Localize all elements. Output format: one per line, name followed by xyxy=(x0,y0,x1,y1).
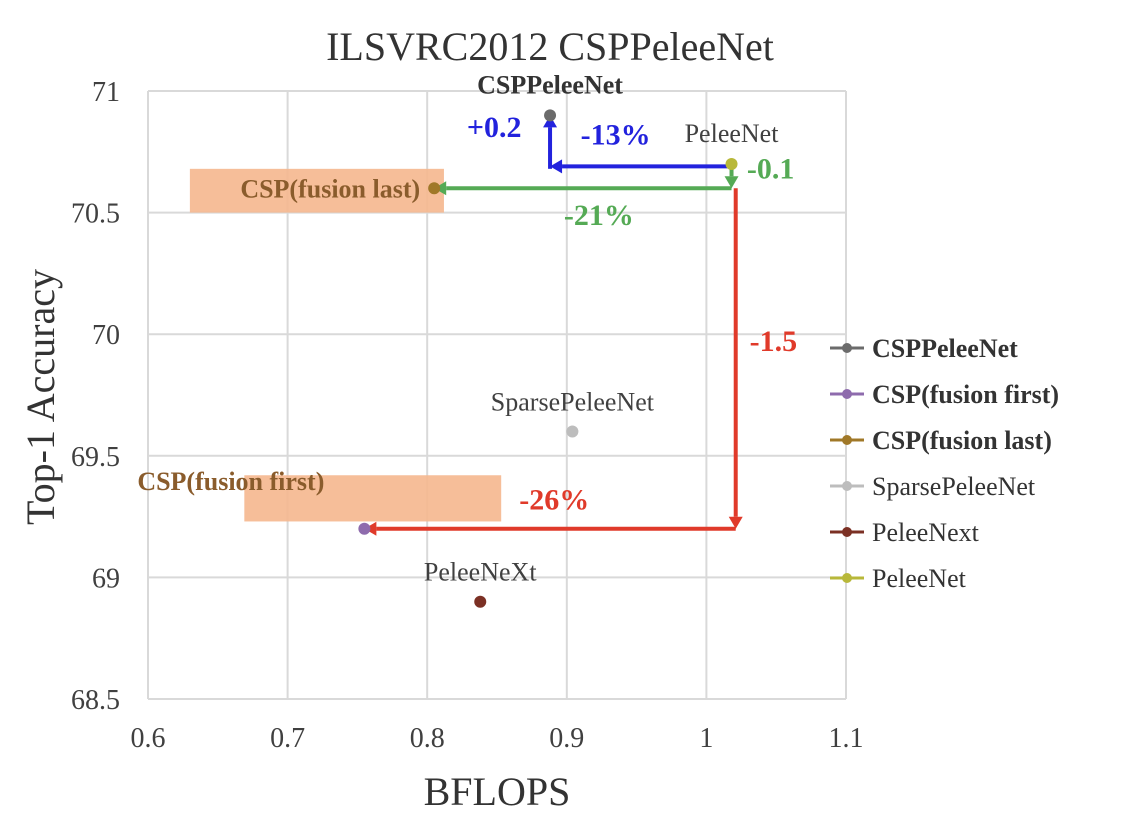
annotation-1: -13% xyxy=(581,119,651,152)
highlight-csp-fusion-last xyxy=(189,168,444,213)
y-tick-label-2: 69.5 xyxy=(71,442,120,473)
x-tick-label-0: 0.6 xyxy=(131,723,166,754)
legend: CSPPeleeNet CSP(fusion first) CSP(fusion l… xyxy=(830,334,1059,593)
arrow-2 xyxy=(434,181,732,196)
arrow-4 xyxy=(728,188,743,529)
point-label-csp-fusion-first: CSP(fusion first) xyxy=(137,467,324,496)
y-tick-label-5: 71 xyxy=(92,77,120,108)
annotation-2: -0.1 xyxy=(747,153,795,186)
legend-swatch-marker xyxy=(842,527,852,537)
point-label-sparsepeleenet: SparsePeleeNet xyxy=(491,387,655,416)
legend-item-csp-fusion-first: CSP(fusion first) xyxy=(830,380,1059,409)
data-point-csp-fusion-last xyxy=(428,182,441,195)
legend-label: PeleeNext xyxy=(872,518,980,547)
point-labels: CSPPeleeNet CSP(fusion first) CSP(fusion l… xyxy=(137,70,779,586)
annotations: +0.2 -13% -0.1 -21% -1.5 -26% xyxy=(467,111,797,516)
y-tick-label-3: 70 xyxy=(92,320,120,351)
legend-item-peleenext: PeleeNext xyxy=(830,518,980,547)
label-highlights xyxy=(189,168,502,522)
y-axis-label: Top-1 Accuracy xyxy=(18,269,63,525)
legend-swatch-marker xyxy=(842,481,852,491)
legend-swatch-marker xyxy=(842,389,852,399)
legend-item-peleenet: PeleeNet xyxy=(830,564,967,593)
annotation-5: -26% xyxy=(519,483,589,516)
legend-label: CSP(fusion first) xyxy=(872,380,1059,409)
data-point-peleenet xyxy=(725,157,738,170)
y-tick-label-4: 70.5 xyxy=(71,199,120,230)
annotation-arrows xyxy=(364,115,743,536)
y-tick-label-0: 68.5 xyxy=(71,685,120,716)
data-point-csp-fusion-first xyxy=(358,522,371,535)
arrow-5 xyxy=(364,521,736,536)
highlight-csp-fusion-first xyxy=(244,475,502,522)
point-label-csp-fusion-last: CSP(fusion last) xyxy=(240,174,420,203)
data-point-peleenext xyxy=(474,595,487,608)
data-point-csppeleenet xyxy=(544,109,557,122)
x-tick-label-1: 0.7 xyxy=(270,723,305,754)
annotation-4: -1.5 xyxy=(750,325,798,358)
legend-swatch-marker xyxy=(842,573,852,583)
y-tick-label-1: 69 xyxy=(92,563,120,594)
x-tick-label-2: 0.8 xyxy=(410,723,445,754)
annotation-3: -21% xyxy=(564,199,634,232)
x-axis-label: BFLOPS xyxy=(424,769,571,814)
legend-item-csppeleenet: CSPPeleeNet xyxy=(830,334,1018,363)
legend-swatch-marker xyxy=(842,435,852,445)
x-tick-label-5: 1.1 xyxy=(829,723,864,754)
legend-item-csp-fusion-last: CSP(fusion last) xyxy=(830,426,1052,455)
legend-label: CSPPeleeNet xyxy=(872,334,1018,363)
legend-swatch-marker xyxy=(842,343,852,353)
data-points xyxy=(358,109,738,608)
legend-label: CSP(fusion last) xyxy=(872,426,1052,455)
arrow-0 xyxy=(550,159,732,174)
point-label-csppeleenet: CSPPeleeNet xyxy=(477,70,623,99)
legend-item-sparsepeleenet: SparsePeleeNet xyxy=(830,472,1036,501)
chart-title: ILSVRC2012 CSPPeleeNet xyxy=(326,24,774,69)
legend-label: PeleeNet xyxy=(872,564,967,593)
x-tick-label-4: 1 xyxy=(699,723,713,754)
point-label-peleenet: PeleeNet xyxy=(685,119,780,148)
arrow-1 xyxy=(543,115,558,169)
legend-label: SparsePeleeNet xyxy=(872,472,1036,501)
x-tick-label-3: 0.9 xyxy=(549,723,584,754)
point-label-peleenext: PeleeNeXt xyxy=(424,558,537,587)
tick-labels: 0.6 0.7 0.8 0.9 1 1.1 68.5 69 69.5 70 70.5 71 xyxy=(71,77,864,754)
data-point-sparsepeleenet xyxy=(566,425,579,438)
annotation-0: +0.2 xyxy=(467,111,522,144)
